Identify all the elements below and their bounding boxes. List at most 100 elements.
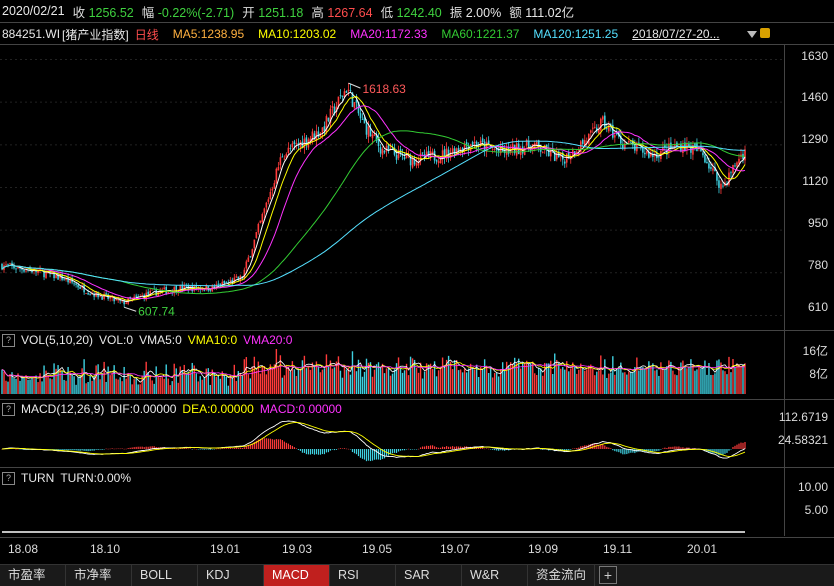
macd-histogram-bar <box>89 449 91 451</box>
volume-bar <box>49 378 51 394</box>
divider <box>0 537 834 538</box>
add-tab-button[interactable]: + <box>599 566 618 584</box>
volume-bar <box>27 379 29 394</box>
candle-body <box>111 296 113 298</box>
candle-body <box>305 137 308 146</box>
candle-body <box>682 144 684 154</box>
candle-body <box>209 290 212 291</box>
volume-bar <box>55 368 57 394</box>
macd-histogram-bar <box>131 447 133 449</box>
volume-bar <box>265 374 268 394</box>
candle-body <box>375 135 378 141</box>
volume-bar <box>113 365 115 394</box>
candle-body <box>231 279 234 284</box>
tab-BOLL[interactable]: BOLL <box>132 565 198 586</box>
turn-title[interactable]: TURN <box>21 471 55 485</box>
macd-histogram-bar <box>452 446 454 449</box>
candle-body <box>483 141 486 151</box>
macd-histogram-bar <box>361 449 364 459</box>
close-label: 收 <box>72 5 86 20</box>
macd-histogram-bar <box>283 441 285 449</box>
help-icon[interactable]: ? <box>2 333 15 347</box>
macd-histogram-bar <box>219 448 221 450</box>
volume-bar <box>45 370 47 394</box>
candle-body <box>451 148 454 154</box>
macd-histogram-bar <box>674 446 676 449</box>
macd-histogram-bar <box>736 444 738 449</box>
volume-bar <box>61 370 63 394</box>
macd-histogram-bar <box>387 449 390 456</box>
volume-bar <box>163 378 165 394</box>
candle-body <box>479 140 482 146</box>
candle-body <box>583 140 586 146</box>
macd-histogram-bar <box>614 449 616 452</box>
macd-histogram-bar <box>277 439 279 449</box>
volume-bar <box>5 380 7 394</box>
macd-histogram-bar <box>101 449 103 450</box>
volume-bar <box>187 371 189 394</box>
help-icon[interactable]: ? <box>2 471 15 485</box>
tab-SAR[interactable]: SAR <box>396 565 462 586</box>
volume-bar <box>161 376 163 394</box>
volume-bar <box>700 368 702 394</box>
volume-bar <box>395 363 398 394</box>
volume-bar <box>371 376 374 394</box>
volume-bar <box>363 371 366 394</box>
macd-histogram-bar <box>407 448 410 450</box>
ma10-value: MA10:1203.02 <box>258 27 337 41</box>
volume-bar <box>439 366 442 394</box>
macd-histogram-bar <box>197 449 199 450</box>
candle-body <box>455 148 458 154</box>
candle-body <box>331 106 334 108</box>
macd-histogram-bar <box>317 449 320 455</box>
volume-bar <box>572 362 574 394</box>
tab-KDJ[interactable]: KDJ <box>198 565 264 586</box>
volume-bar <box>646 367 648 394</box>
volume-bar <box>175 368 177 394</box>
macd-histogram-bar <box>305 449 308 455</box>
tab-W&R[interactable]: W&R <box>462 565 528 586</box>
volume-bar <box>724 371 726 394</box>
volume-bar <box>285 364 288 394</box>
macd-histogram-bar <box>85 449 87 452</box>
tab-MACD[interactable]: MACD <box>264 565 330 586</box>
volume-bar <box>554 353 556 394</box>
vol-title[interactable]: VOL(5,10,20) <box>21 333 94 347</box>
volume-bar <box>337 356 340 394</box>
candle-body <box>251 249 254 258</box>
quote-date: 2020/02/21 <box>2 4 65 18</box>
macd-value: MACD:0.00000 <box>259 402 342 416</box>
lock-icon[interactable] <box>760 28 770 38</box>
chevron-down-icon[interactable] <box>747 31 757 38</box>
tab-RSI[interactable]: RSI <box>330 565 396 586</box>
period-label[interactable]: 日线 <box>134 27 159 42</box>
macd-histogram-bar <box>450 446 452 449</box>
macd-histogram-bar <box>77 449 79 451</box>
candle-body <box>253 239 256 249</box>
volume-bar <box>59 369 61 394</box>
volume-bar <box>237 370 240 394</box>
candle-body <box>29 269 31 271</box>
help-icon[interactable]: ? <box>2 402 15 416</box>
macd-histogram-bar <box>185 448 187 449</box>
tab-市盈率[interactable]: 市盈率 <box>0 565 66 586</box>
chart-canvas[interactable]: 1618.63 607.74 <box>0 44 784 538</box>
candle-body <box>333 106 336 114</box>
macd-title[interactable]: MACD(12,26,9) <box>21 402 105 416</box>
macd-histogram-bar <box>129 447 131 449</box>
macd-histogram-bar <box>357 449 360 457</box>
candle-body <box>714 167 716 172</box>
candle-body <box>589 130 592 133</box>
tab-资金流向[interactable]: 资金流向 <box>528 565 596 586</box>
tab-市净率[interactable]: 市净率 <box>66 565 132 586</box>
date-range[interactable]: 2018/07/27-20... <box>632 27 720 41</box>
volume-bar <box>608 373 610 394</box>
macd-histogram-bar <box>69 449 71 450</box>
macd-histogram-bar <box>393 449 396 453</box>
volume-bar <box>437 370 440 394</box>
candle-body <box>225 282 228 284</box>
volume-bar <box>568 371 570 394</box>
macd-histogram-bar <box>333 449 336 451</box>
turn-y-tick: 10.00 <box>797 480 828 494</box>
macd-histogram-bar <box>738 443 740 449</box>
